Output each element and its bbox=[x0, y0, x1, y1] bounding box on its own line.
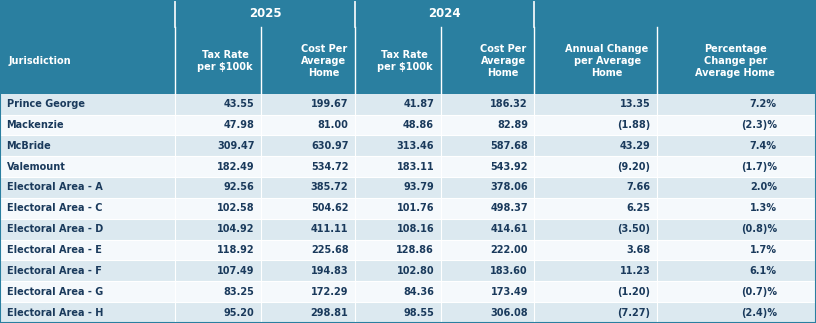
Text: 378.06: 378.06 bbox=[490, 182, 528, 193]
Text: Annual Change
per Average
Home: Annual Change per Average Home bbox=[565, 44, 649, 78]
Bar bbox=[0, 135, 816, 156]
Text: 41.87: 41.87 bbox=[403, 99, 434, 109]
Text: 543.92: 543.92 bbox=[490, 162, 528, 172]
Text: 6.1%: 6.1% bbox=[750, 266, 777, 276]
Text: 102.80: 102.80 bbox=[397, 266, 434, 276]
Text: Percentage
Change per
Average Home: Percentage Change per Average Home bbox=[695, 44, 775, 78]
Bar bbox=[0, 198, 816, 219]
Text: 2.0%: 2.0% bbox=[750, 182, 777, 193]
Bar bbox=[0, 177, 816, 198]
Bar bbox=[0, 219, 816, 240]
Text: 2024: 2024 bbox=[428, 7, 461, 20]
Text: 83.25: 83.25 bbox=[224, 287, 255, 297]
Text: Valemount: Valemount bbox=[7, 162, 65, 172]
Text: 7.4%: 7.4% bbox=[750, 141, 777, 151]
Text: Electoral Area - G: Electoral Area - G bbox=[7, 287, 103, 297]
Text: (1.20): (1.20) bbox=[618, 287, 650, 297]
Text: 1.7%: 1.7% bbox=[750, 245, 777, 255]
Text: (2.4)%: (2.4)% bbox=[741, 307, 777, 318]
Text: 98.55: 98.55 bbox=[403, 307, 434, 318]
Text: 7.2%: 7.2% bbox=[750, 99, 777, 109]
Text: 587.68: 587.68 bbox=[490, 141, 528, 151]
Text: 182.49: 182.49 bbox=[217, 162, 255, 172]
Text: (0.7)%: (0.7)% bbox=[741, 287, 777, 297]
Text: 48.86: 48.86 bbox=[403, 120, 434, 130]
Text: Electoral Area - A: Electoral Area - A bbox=[7, 182, 102, 193]
Bar bbox=[0, 0, 816, 27]
Text: 107.49: 107.49 bbox=[217, 266, 255, 276]
Text: 414.61: 414.61 bbox=[490, 224, 528, 234]
Text: (1.88): (1.88) bbox=[617, 120, 650, 130]
Text: Tax Rate
per $100k: Tax Rate per $100k bbox=[197, 49, 253, 72]
Text: 43.55: 43.55 bbox=[224, 99, 255, 109]
Text: (7.27): (7.27) bbox=[618, 307, 650, 318]
Text: 13.35: 13.35 bbox=[619, 99, 650, 109]
Text: 108.16: 108.16 bbox=[397, 224, 434, 234]
Text: 411.11: 411.11 bbox=[311, 224, 348, 234]
Text: (2.3)%: (2.3)% bbox=[741, 120, 777, 130]
Bar bbox=[0, 156, 816, 177]
Bar bbox=[0, 240, 816, 260]
Bar bbox=[0, 281, 816, 302]
Text: 47.98: 47.98 bbox=[224, 120, 255, 130]
Text: 7.66: 7.66 bbox=[627, 182, 650, 193]
Bar bbox=[0, 115, 816, 135]
Text: (9.20): (9.20) bbox=[618, 162, 650, 172]
Text: Mackenzie: Mackenzie bbox=[7, 120, 64, 130]
Text: Electoral Area - D: Electoral Area - D bbox=[7, 224, 103, 234]
Text: 313.46: 313.46 bbox=[397, 141, 434, 151]
Bar bbox=[0, 94, 816, 115]
Text: 95.20: 95.20 bbox=[224, 307, 255, 318]
Text: Electoral Area - H: Electoral Area - H bbox=[7, 307, 103, 318]
Text: (0.8)%: (0.8)% bbox=[741, 224, 777, 234]
Text: 504.62: 504.62 bbox=[311, 203, 348, 213]
Text: 82.89: 82.89 bbox=[497, 120, 528, 130]
Text: Electoral Area - F: Electoral Area - F bbox=[7, 266, 101, 276]
Text: 186.32: 186.32 bbox=[490, 99, 528, 109]
Text: 172.29: 172.29 bbox=[311, 287, 348, 297]
Text: (3.50): (3.50) bbox=[618, 224, 650, 234]
Text: 183.11: 183.11 bbox=[397, 162, 434, 172]
Text: 84.36: 84.36 bbox=[403, 287, 434, 297]
Text: McBride: McBride bbox=[7, 141, 51, 151]
Text: 43.29: 43.29 bbox=[619, 141, 650, 151]
Text: 1.3%: 1.3% bbox=[750, 203, 777, 213]
Bar bbox=[0, 260, 816, 281]
Text: (1.7)%: (1.7)% bbox=[741, 162, 777, 172]
Text: 101.76: 101.76 bbox=[397, 203, 434, 213]
Text: Cost Per
Average
Home: Cost Per Average Home bbox=[480, 44, 526, 78]
Text: 3.68: 3.68 bbox=[626, 245, 650, 255]
Text: 93.79: 93.79 bbox=[403, 182, 434, 193]
Bar bbox=[0, 302, 816, 323]
Text: 225.68: 225.68 bbox=[311, 245, 348, 255]
Text: 534.72: 534.72 bbox=[311, 162, 348, 172]
Text: Electoral Area - E: Electoral Area - E bbox=[7, 245, 101, 255]
Text: 173.49: 173.49 bbox=[490, 287, 528, 297]
Text: 222.00: 222.00 bbox=[490, 245, 528, 255]
Text: Tax Rate
per $100k: Tax Rate per $100k bbox=[377, 49, 432, 72]
Text: Cost Per
Average
Home: Cost Per Average Home bbox=[300, 44, 347, 78]
Text: Electoral Area - C: Electoral Area - C bbox=[7, 203, 102, 213]
Text: 309.47: 309.47 bbox=[217, 141, 255, 151]
Text: Jurisdiction: Jurisdiction bbox=[8, 56, 71, 66]
Text: 630.97: 630.97 bbox=[311, 141, 348, 151]
Text: 183.60: 183.60 bbox=[490, 266, 528, 276]
Text: 102.58: 102.58 bbox=[217, 203, 255, 213]
Text: 385.72: 385.72 bbox=[311, 182, 348, 193]
Text: 498.37: 498.37 bbox=[490, 203, 528, 213]
Bar bbox=[0, 27, 816, 94]
Text: 81.00: 81.00 bbox=[317, 120, 348, 130]
Text: 128.86: 128.86 bbox=[397, 245, 434, 255]
Text: 194.83: 194.83 bbox=[311, 266, 348, 276]
Text: 11.23: 11.23 bbox=[619, 266, 650, 276]
Text: 6.25: 6.25 bbox=[627, 203, 650, 213]
Text: 118.92: 118.92 bbox=[217, 245, 255, 255]
Text: 104.92: 104.92 bbox=[217, 224, 255, 234]
Text: 199.67: 199.67 bbox=[311, 99, 348, 109]
Text: 92.56: 92.56 bbox=[224, 182, 255, 193]
Text: Prince George: Prince George bbox=[7, 99, 85, 109]
Text: 298.81: 298.81 bbox=[311, 307, 348, 318]
Text: 2025: 2025 bbox=[249, 7, 282, 20]
Text: 306.08: 306.08 bbox=[490, 307, 528, 318]
